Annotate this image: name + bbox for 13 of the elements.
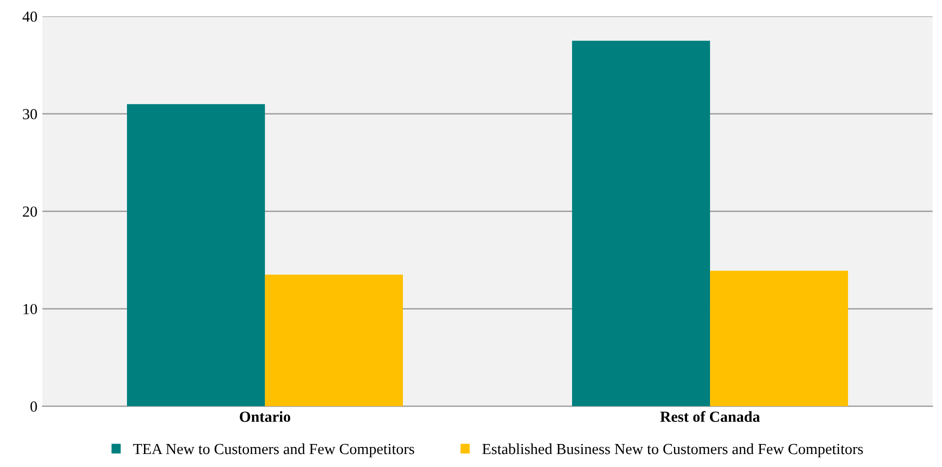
legend-label: TEA New to Customers and Few Competitors [133,443,414,458]
y-tick-label: 20 [22,206,37,217]
bar [710,270,848,406]
bar [264,274,403,406]
y-tick-label: 30 [22,108,37,120]
legend-label: Established Business New to Customers and Few Competitors [482,443,863,458]
x-tick-label: Rest of Canada [660,410,760,422]
bar [126,104,265,406]
y-tick-label: 0 [30,401,37,412]
x-tick-label: Ontario [240,411,290,422]
y-tick-label: 10 [24,304,37,314]
y-tick-label: 40 [22,11,37,22]
bar [572,40,710,406]
